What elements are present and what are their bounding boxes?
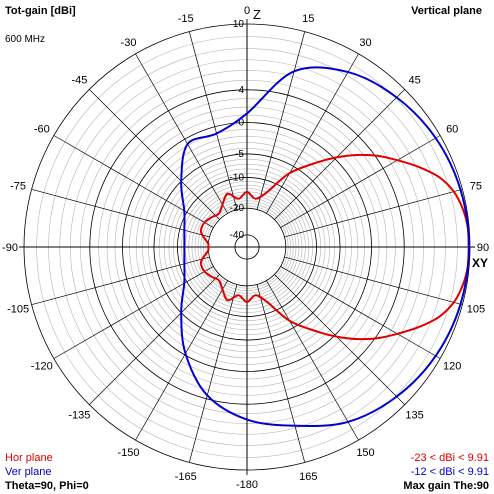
angle-tick-label: 135 — [405, 410, 423, 422]
angle-spoke — [135, 53, 228, 214]
angle-tick-label: 120 — [443, 361, 461, 373]
angle-spoke — [266, 280, 359, 441]
hor-plane-series-line — [199, 153, 470, 341]
angle-spoke — [135, 280, 228, 441]
radial-tick-label: 0 — [238, 118, 244, 129]
z-axis-label: Z — [253, 7, 261, 22]
angle-tick-label: -45 — [71, 74, 87, 86]
angle-spoke — [284, 256, 463, 306]
radial-tick-label: -10 — [230, 173, 245, 184]
angles-label: Theta=90, Phi=0 — [5, 480, 89, 492]
angle-spoke — [53, 266, 214, 359]
radial-tick-label: -20 — [230, 203, 245, 214]
angle-spoke — [280, 266, 441, 359]
ver-plane-series-line — [180, 66, 470, 428]
angle-tick-label: -180 — [236, 479, 258, 491]
angle-spoke — [31, 256, 210, 306]
angle-tick-label: 165 — [299, 471, 317, 483]
ver-range-label: -12 < dBi < 9.91 — [410, 466, 489, 478]
angle-tick-label: -135 — [68, 410, 90, 422]
angle-tick-label: -90 — [2, 242, 18, 254]
angle-tick-label: 0 — [244, 5, 250, 17]
angle-spoke — [280, 135, 441, 228]
angle-tick-label: -30 — [121, 37, 137, 49]
angle-tick-label: 105 — [467, 303, 485, 315]
angle-spoke — [188, 31, 238, 210]
angle-tick-label: 90 — [477, 242, 489, 254]
hor-range-label: -23 < dBi < 9.91 — [410, 452, 489, 464]
angle-tick-label: 30 — [359, 37, 371, 49]
angle-spoke — [53, 135, 214, 228]
angle-tick-label: 45 — [408, 74, 420, 86]
angle-spoke — [89, 89, 220, 220]
xy-axis-label: XY — [472, 256, 489, 270]
radial-tick-label: -40 — [230, 230, 245, 241]
angle-tick-labels: 01530456075105120135150165-180-165-150-1… — [2, 5, 489, 491]
radial-tick-label: -5 — [235, 149, 244, 160]
angle-spoke — [188, 284, 238, 463]
angle-tick-label: -60 — [34, 124, 50, 136]
radial-tick-labels: 10 4 0 -5 -10 -20 -40 — [230, 19, 245, 241]
angle-tick-label: -105 — [7, 303, 29, 315]
plane-label: Vertical plane — [411, 5, 482, 17]
angle-tick-label: 75 — [470, 181, 482, 193]
angle-tick-label: 150 — [356, 447, 374, 459]
angle-spokes — [19, 19, 475, 475]
legend-ver-plane: Ver plane — [5, 466, 52, 478]
frequency-label: 600 MHz — [5, 34, 46, 45]
angle-tick-label: -15 — [178, 13, 194, 25]
angle-tick-label: -120 — [31, 361, 53, 373]
angle-tick-label: -165 — [175, 471, 197, 483]
angle-tick-label: 60 — [446, 124, 458, 136]
radial-tick-label: 4 — [238, 85, 244, 96]
max-gain-label: Max gain The:90 — [403, 480, 489, 492]
angle-spoke — [284, 188, 463, 238]
radial-tick-label: 10 — [233, 19, 245, 30]
angle-spoke — [274, 89, 405, 220]
legend-hor-plane: Hor plane — [5, 452, 53, 464]
series-group — [180, 66, 470, 428]
angle-spoke — [274, 274, 405, 405]
angle-spoke — [256, 31, 306, 210]
angle-spoke — [266, 53, 359, 214]
angle-tick-label: -150 — [117, 447, 139, 459]
angle-spoke — [256, 284, 306, 463]
angle-spoke — [89, 274, 220, 405]
angle-tick-label: 15 — [302, 13, 314, 25]
chart-title: Tot-gain [dBi] — [5, 5, 76, 17]
angle-spoke — [31, 188, 210, 238]
angle-tick-label: -75 — [10, 181, 26, 193]
